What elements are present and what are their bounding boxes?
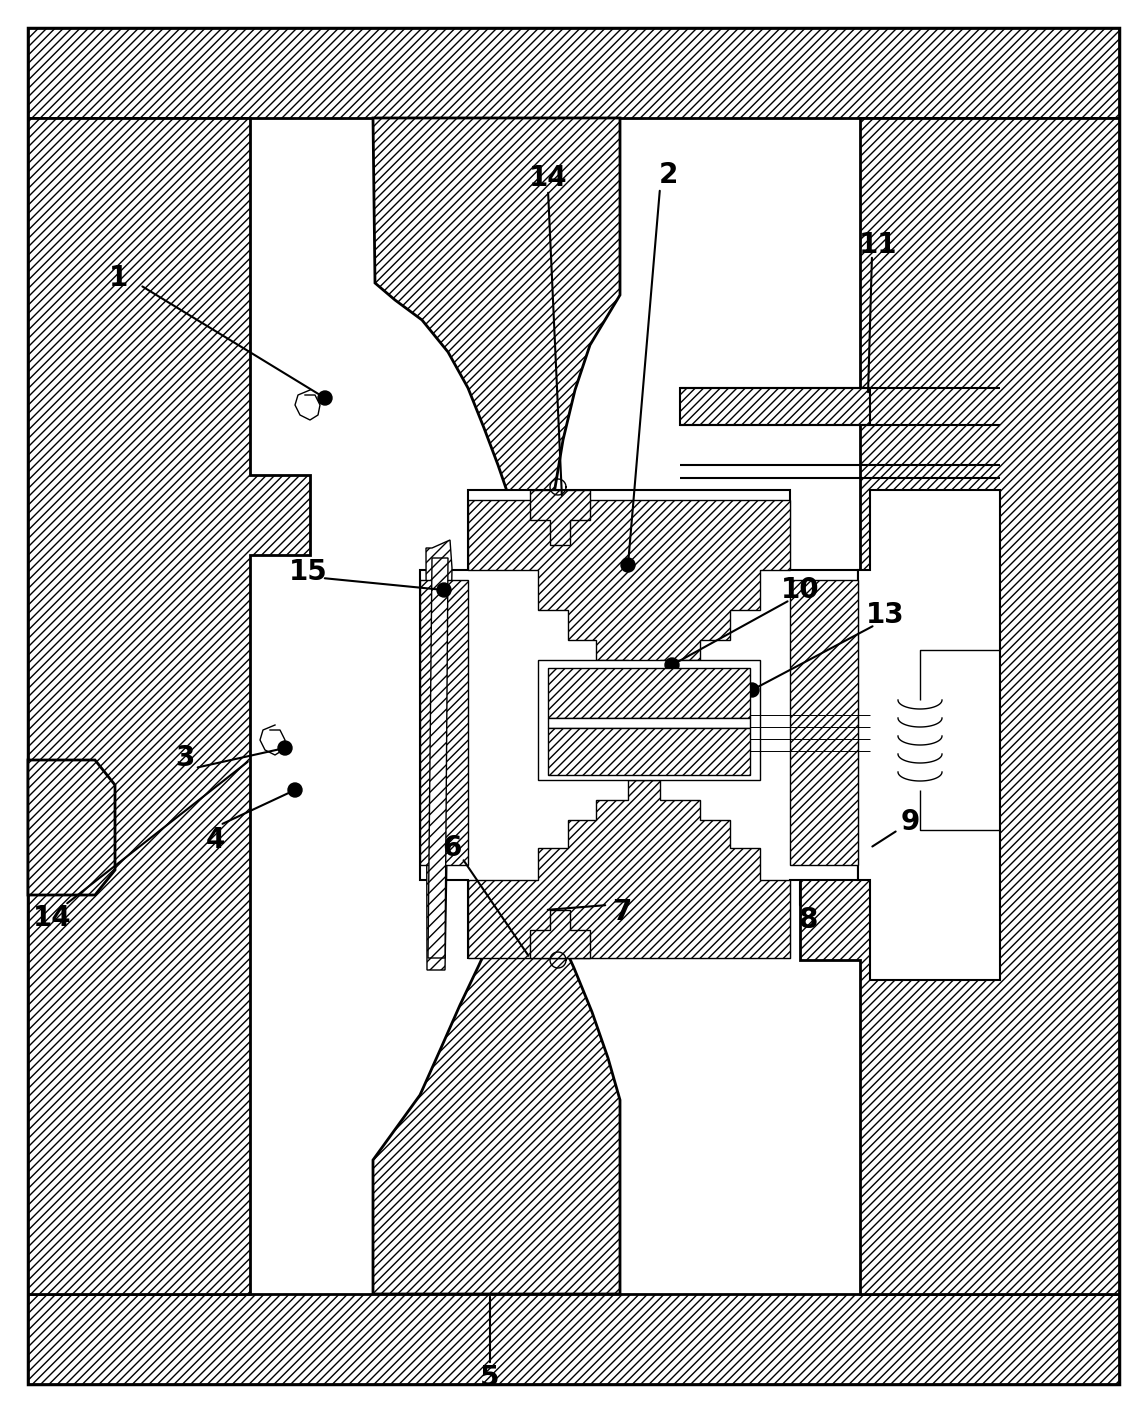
Text: 7: 7: [612, 898, 632, 926]
Text: 11: 11: [859, 232, 897, 258]
Circle shape: [318, 391, 331, 405]
Polygon shape: [28, 760, 115, 895]
Polygon shape: [28, 1293, 1119, 1384]
Polygon shape: [420, 580, 468, 866]
Text: 14: 14: [529, 164, 568, 192]
Polygon shape: [28, 28, 1119, 119]
Text: 13: 13: [866, 602, 904, 628]
Polygon shape: [373, 858, 621, 1293]
Text: 8: 8: [798, 907, 818, 933]
Polygon shape: [420, 490, 858, 957]
Text: 10: 10: [781, 576, 819, 604]
Polygon shape: [373, 119, 621, 590]
Circle shape: [278, 741, 292, 755]
Text: 15: 15: [289, 558, 327, 586]
Circle shape: [665, 658, 679, 672]
Polygon shape: [530, 490, 590, 545]
Text: 4: 4: [205, 826, 225, 854]
Polygon shape: [428, 558, 448, 957]
Text: 3: 3: [175, 744, 195, 772]
Polygon shape: [548, 729, 750, 775]
Polygon shape: [548, 717, 750, 729]
Circle shape: [746, 683, 759, 698]
Polygon shape: [28, 28, 1119, 1384]
Polygon shape: [680, 388, 871, 425]
Text: 14: 14: [32, 904, 71, 932]
Circle shape: [621, 558, 635, 572]
Polygon shape: [468, 500, 790, 681]
Polygon shape: [468, 779, 790, 957]
Circle shape: [437, 583, 451, 597]
Text: 2: 2: [658, 161, 678, 189]
Polygon shape: [548, 668, 750, 717]
Polygon shape: [799, 119, 1119, 1293]
Text: 9: 9: [900, 808, 920, 836]
Text: 5: 5: [481, 1364, 500, 1392]
Polygon shape: [28, 119, 310, 1293]
Polygon shape: [858, 490, 1000, 980]
Text: 6: 6: [443, 834, 462, 861]
Polygon shape: [426, 539, 452, 970]
Text: 1: 1: [108, 264, 127, 292]
Polygon shape: [530, 909, 590, 957]
Circle shape: [288, 784, 302, 796]
Polygon shape: [538, 659, 760, 779]
Polygon shape: [790, 580, 858, 866]
